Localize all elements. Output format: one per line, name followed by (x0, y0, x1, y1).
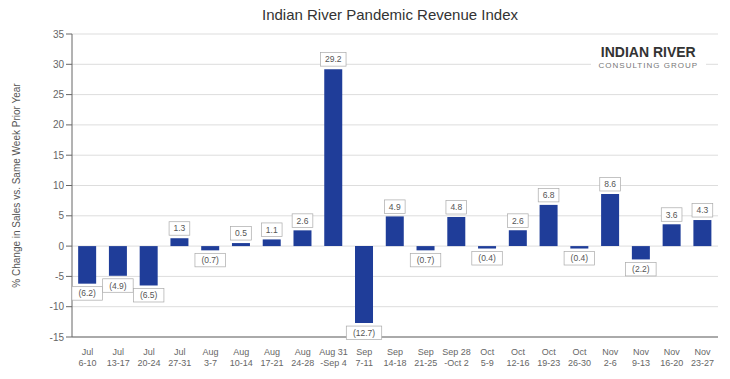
svg-text:% Change in Sales vs. Same Wee: % Change in Sales vs. Same Week Prior Ye… (11, 83, 22, 288)
svg-text:Oct5-9: Oct5-9 (480, 347, 495, 368)
svg-text:Aug24-28: Aug24-28 (291, 347, 314, 368)
svg-text:2.6: 2.6 (512, 216, 524, 226)
svg-text:(12.7): (12.7) (353, 328, 375, 338)
svg-text:30: 30 (53, 59, 65, 70)
svg-text:4.9: 4.9 (389, 202, 401, 212)
svg-text:20: 20 (53, 119, 65, 130)
svg-text:Jul6-10: Jul6-10 (78, 347, 96, 368)
svg-text:-5: -5 (55, 271, 64, 282)
svg-text:5: 5 (58, 210, 64, 221)
svg-text:Oct12-16: Oct12-16 (507, 347, 530, 368)
svg-text:4.8: 4.8 (450, 202, 462, 212)
svg-text:Nov2-6: Nov2-6 (602, 347, 619, 368)
html-text:Indian River Pandemic Revenue: Indian River Pandemic Revenue Index (262, 6, 518, 23)
svg-text:Jul20-24: Jul20-24 (137, 347, 160, 368)
svg-text:1.3: 1.3 (174, 223, 186, 233)
svg-text:Nov16-20: Nov16-20 (660, 347, 683, 368)
svg-text:35: 35 (53, 29, 65, 40)
svg-text:(6.2): (6.2) (78, 288, 96, 298)
svg-text:6.8: 6.8 (543, 190, 555, 200)
svg-text:Jul27-31: Jul27-31 (168, 347, 191, 368)
svg-text:29.2: 29.2 (325, 54, 342, 64)
svg-text:Jul13-17: Jul13-17 (107, 347, 130, 368)
svg-text:4.3: 4.3 (696, 205, 708, 215)
html-text:INDIAN RIVER: INDIAN RIVER (600, 44, 696, 60)
svg-text:Sep14-18: Sep14-18 (383, 347, 406, 368)
svg-text:-10: -10 (50, 301, 65, 312)
svg-text:10: 10 (53, 180, 65, 191)
svg-text:Sep7-11: Sep7-11 (356, 347, 373, 368)
svg-text:2.6: 2.6 (297, 216, 309, 226)
svg-text:-15: -15 (50, 332, 65, 343)
svg-text:(0.7): (0.7) (201, 255, 219, 265)
svg-text:Sep21-25: Sep21-25 (414, 347, 437, 368)
svg-text:Aug 31-Sep 4: Aug 31-Sep 4 (319, 347, 348, 368)
svg-text:(0.4): (0.4) (478, 253, 496, 263)
svg-text:3.6: 3.6 (666, 210, 678, 220)
svg-text:0: 0 (58, 241, 64, 252)
svg-text:(0.7): (0.7) (417, 255, 435, 265)
svg-text:Aug3-7: Aug3-7 (202, 347, 218, 368)
svg-text:Oct19-23: Oct19-23 (537, 347, 560, 368)
svg-text:Nov23-27: Nov23-27 (691, 347, 714, 368)
svg-text:25: 25 (53, 89, 65, 100)
svg-text:Oct26-30: Oct26-30 (568, 347, 591, 368)
svg-text:Sep 28-Oct 2: Sep 28-Oct 2 (442, 347, 471, 368)
svg-text:(2.2): (2.2) (632, 264, 650, 274)
svg-text:(0.4): (0.4) (571, 253, 589, 263)
svg-text:0.5: 0.5 (235, 228, 247, 238)
svg-text:8.6: 8.6 (604, 179, 616, 189)
svg-text:(4.9): (4.9) (109, 281, 127, 291)
svg-text:15: 15 (53, 150, 65, 161)
svg-text:Nov9-13: Nov9-13 (632, 347, 650, 368)
svg-text:(6.5): (6.5) (140, 290, 158, 300)
svg-text:Aug17-21: Aug17-21 (260, 347, 283, 368)
svg-text:Aug10-14: Aug10-14 (230, 347, 253, 368)
svg-text:1.1: 1.1 (266, 225, 278, 235)
html-text:CONSULTING GROUP: CONSULTING GROUP (598, 60, 698, 70)
